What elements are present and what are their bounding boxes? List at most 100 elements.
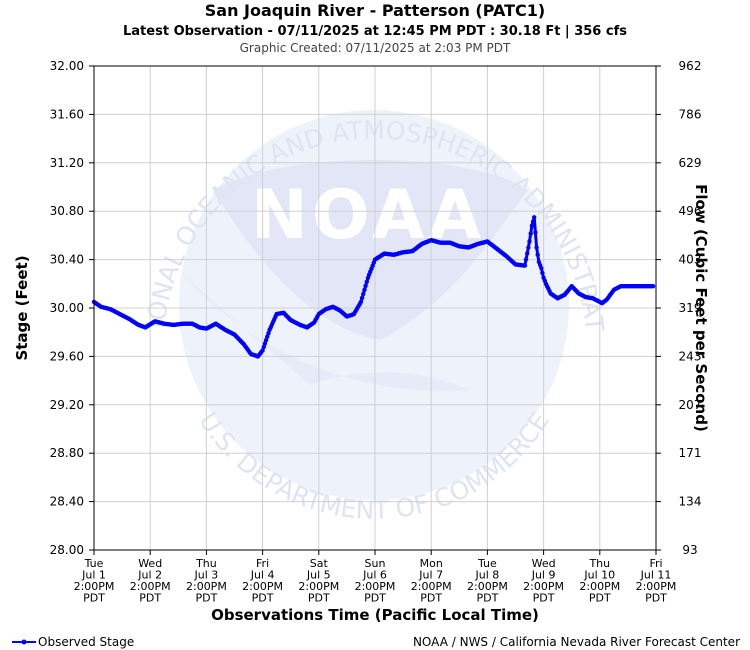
x-tick-label: Sat <box>310 557 329 570</box>
x-tick-label: Jul 7 <box>418 569 443 582</box>
x-tick-label: PDT <box>139 592 161 605</box>
data-point <box>363 283 368 288</box>
data-point <box>265 334 270 339</box>
x-tick-label: PDT <box>420 592 442 605</box>
y-tick-label: 28.00 <box>50 543 84 557</box>
y2-tick-label: 171 <box>679 446 702 460</box>
data-point <box>364 279 369 284</box>
x-tick-label: Jul 1 <box>81 569 106 582</box>
y2-tick-label: 319 <box>679 301 702 315</box>
x-tick-label: Mon <box>420 557 443 570</box>
x-tick-label: 2:00PM <box>242 580 283 593</box>
x-tick-label: PDT <box>533 592 555 605</box>
x-tick-label: 2:00PM <box>579 580 620 593</box>
x-tick-label: PDT <box>308 592 330 605</box>
x-tick-label: Jul 11 <box>640 569 672 582</box>
graphic-created: Graphic Created: 07/11/2025 at 2:03 PM P… <box>240 41 511 55</box>
x-tick-label: 2:00PM <box>298 580 339 593</box>
x-tick-label: 2:00PM <box>355 580 396 593</box>
x-tick-label: Jul 3 <box>194 569 219 582</box>
data-point <box>523 257 529 262</box>
x-tick-label: Jul 8 <box>475 569 500 582</box>
y-tick-label: 28.40 <box>50 495 84 509</box>
data-point <box>529 223 535 228</box>
y2-tick-label: 403 <box>679 253 702 267</box>
x-tick-label: Tue <box>477 557 497 570</box>
data-point <box>540 270 545 276</box>
x-tick-label: PDT <box>589 592 611 605</box>
data-point <box>262 341 268 346</box>
y-tick-label: 32.00 <box>50 59 84 73</box>
x-tick-label: PDT <box>195 592 217 605</box>
data-point <box>359 295 365 301</box>
y2-tick-label: 134 <box>679 495 702 509</box>
data-point <box>263 337 269 343</box>
legend-marker <box>21 639 27 645</box>
data-point <box>361 291 366 297</box>
y2-tick-label: 207 <box>679 398 702 412</box>
data-point <box>535 252 540 257</box>
y2-tick-label: 629 <box>679 156 702 170</box>
x-tick-label: Jul 9 <box>531 569 556 582</box>
y-tick-label: 28.80 <box>50 446 84 460</box>
data-point <box>650 284 656 289</box>
x-tick-label: PDT <box>83 592 105 605</box>
y-axis-ticks: 28.00 28.40 28.80 29.20 29.60 30.00 30.40 30.80… <box>50 59 94 557</box>
data-point <box>539 265 544 271</box>
data-point <box>261 344 266 350</box>
x-tick-label: Fri <box>649 557 662 570</box>
x-axis-label: Observations Time (Pacific Local Time) <box>211 606 539 624</box>
x-tick-label: Thu <box>588 557 610 570</box>
x-tick-label: Jul 2 <box>137 569 162 582</box>
data-point <box>530 219 536 224</box>
data-point <box>358 299 364 305</box>
legend: Observed Stage <box>12 635 134 649</box>
data-point <box>532 215 537 220</box>
y-tick-label: 31.60 <box>50 107 84 121</box>
y-tick-label: 30.80 <box>50 204 84 218</box>
y-tick-label: 29.60 <box>50 349 84 363</box>
x-tick-label: Thu <box>195 557 217 570</box>
y2-axis-ticks: 93 134 171 207 243 319 403 496 629 786 962 <box>656 59 701 557</box>
y-tick-label: 30.00 <box>50 301 84 315</box>
footer-credit: NOAA / NWS / California Nevada River For… <box>413 635 740 649</box>
x-tick-label: Jul 6 <box>362 569 387 582</box>
x-tick-label: 2:00PM <box>130 580 171 593</box>
plot-frame <box>93 65 657 551</box>
x-tick-label: Wed <box>138 557 162 570</box>
data-point <box>260 348 265 353</box>
legend-label: Observed Stage <box>38 635 134 649</box>
x-tick-label: Jul 10 <box>583 569 615 582</box>
y-axis-label: Stage (Feet) <box>13 255 31 360</box>
chart-title: San Joaquin River - Patterson (PATC1) <box>205 1 546 20</box>
y2-tick-label: 496 <box>679 204 702 218</box>
x-tick-label: 2:00PM <box>523 580 564 593</box>
x-tick-label: Tue <box>84 557 104 570</box>
y2-tick-label: 93 <box>682 543 697 557</box>
y2-tick-label: 786 <box>679 107 702 121</box>
x-tick-label: Sun <box>365 557 386 570</box>
series-observed-stage <box>91 215 656 359</box>
watermark-bird-shape <box>214 160 528 340</box>
data-point <box>533 230 538 235</box>
x-tick-label: 2:00PM <box>411 580 452 593</box>
x-tick-label: PDT <box>476 592 498 605</box>
y2-tick-label: 243 <box>679 349 702 363</box>
data-point <box>528 231 533 236</box>
x-tick-label: Jul 5 <box>306 569 331 582</box>
data-point <box>526 245 531 250</box>
data-point <box>522 263 528 268</box>
data-point <box>362 287 367 292</box>
x-tick-label: Jul 4 <box>250 569 275 582</box>
x-tick-label: Wed <box>532 557 556 570</box>
y-tick-label: 30.40 <box>50 253 84 267</box>
x-tick-label: PDT <box>645 592 667 605</box>
data-point <box>266 331 271 336</box>
y-tick-label: 29.20 <box>50 398 84 412</box>
x-tick-label: Fri <box>256 557 269 570</box>
x-tick-label: 2:00PM <box>467 580 508 593</box>
x-tick-label: 2:00PM <box>186 580 227 593</box>
data-point <box>534 245 539 250</box>
